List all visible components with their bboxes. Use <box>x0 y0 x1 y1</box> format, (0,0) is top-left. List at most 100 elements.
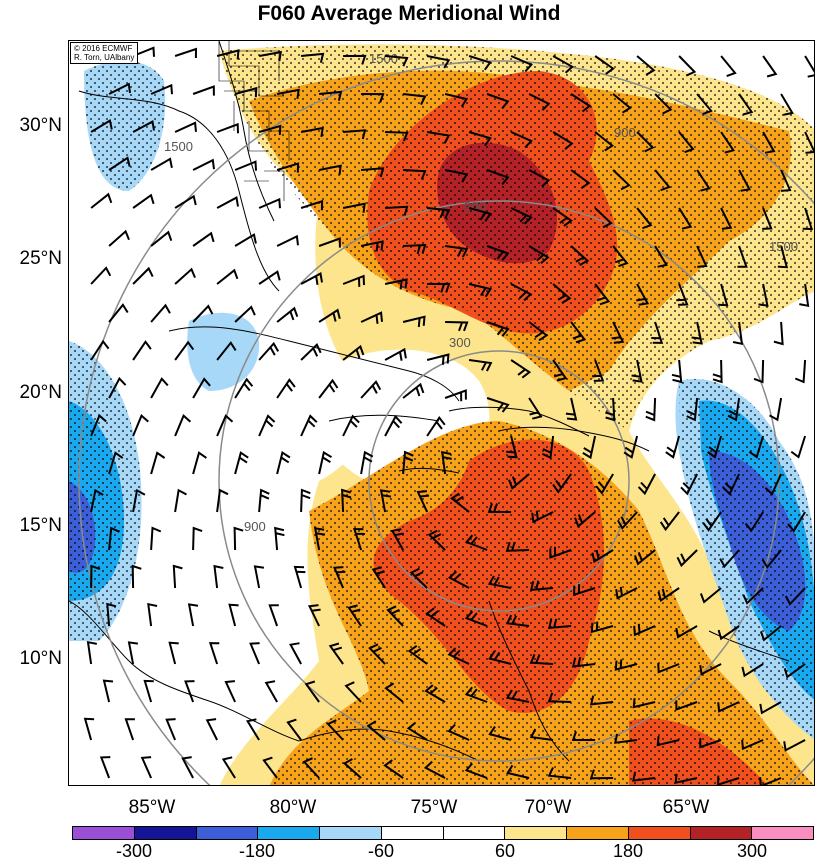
wind-barb <box>132 488 146 513</box>
wind-barb <box>234 305 256 323</box>
wind-barb <box>612 245 629 268</box>
colorbar-tick: 300 <box>736 841 768 861</box>
range-ring-labels: 300 900 900 900 1500 1500 1500 <box>164 51 798 534</box>
wind-barb <box>531 510 554 524</box>
wind-barb <box>108 303 129 323</box>
wind-barb <box>90 192 113 209</box>
wind-barb <box>547 618 572 630</box>
wind-barb <box>90 119 113 133</box>
wind-barb <box>510 283 533 302</box>
wind-barb <box>717 701 740 713</box>
wind-barb <box>360 311 383 324</box>
wind-barb <box>150 303 171 323</box>
wind-barb <box>360 450 374 475</box>
wind-barb <box>657 587 680 603</box>
wind-barb <box>654 169 671 192</box>
wind-barb <box>383 759 404 779</box>
wind-barb <box>441 450 452 475</box>
wind-barb <box>318 237 341 248</box>
wind-barb <box>192 231 215 247</box>
wind-barb <box>124 718 135 741</box>
wind-barb <box>427 529 446 551</box>
wind-barb <box>529 728 554 741</box>
wind-barb <box>342 344 365 361</box>
wind-barb <box>510 207 533 225</box>
wind-barb <box>132 193 155 209</box>
wind-barb <box>444 93 469 108</box>
wind-barb <box>132 266 154 285</box>
wind-barb <box>632 771 656 782</box>
wind-barb <box>615 586 638 600</box>
wind-barb <box>246 718 260 741</box>
wind-barb <box>253 565 265 589</box>
wind-barb <box>617 511 638 530</box>
wind-barb <box>790 435 807 459</box>
stipple-west <box>69 341 142 641</box>
wind-barb <box>637 473 656 496</box>
wind-barb <box>720 207 733 230</box>
wind-barb <box>216 122 239 134</box>
wind-barb <box>696 245 708 268</box>
wind-barb <box>611 321 625 344</box>
wind-barb <box>762 55 778 78</box>
colorbar-swatch <box>258 827 320 839</box>
wind-barb <box>402 382 425 399</box>
colorbar-swatch <box>505 827 567 839</box>
wind-barb <box>777 245 789 269</box>
wind-barb <box>174 267 196 285</box>
wind-barb <box>150 230 173 247</box>
wind-barb <box>205 718 218 741</box>
wind-barb <box>424 684 446 703</box>
wind-barb <box>780 169 792 192</box>
wind-barb <box>384 414 403 437</box>
lon-label: 70°W <box>524 797 572 818</box>
ring-label-900: 900 <box>244 519 266 534</box>
ring-label-300: 300 <box>449 335 471 350</box>
wind-barb <box>699 738 722 749</box>
ring-label-1500: 1500 <box>369 51 398 66</box>
wind-barb <box>319 90 343 101</box>
wind-barb <box>174 488 187 513</box>
wind-barb <box>654 93 673 115</box>
wind-barb <box>293 565 306 589</box>
wind-barb <box>384 347 407 361</box>
wind-barb <box>342 202 366 213</box>
wind-barb <box>304 680 320 703</box>
wind-barb <box>528 169 551 188</box>
chart-title: F060 Average Meridional Wind <box>257 2 561 25</box>
county-boundaries <box>218 41 290 201</box>
wind-barb <box>385 131 409 142</box>
wind-barb <box>174 47 198 59</box>
wind-barb <box>423 760 446 779</box>
wind-barb <box>510 55 533 73</box>
wind-barb <box>132 414 149 437</box>
wind-barb <box>528 321 549 342</box>
wind-barb <box>444 389 467 402</box>
wind-barb <box>208 642 220 665</box>
wind-barb <box>371 566 386 589</box>
wind-barb <box>605 397 616 422</box>
colorbar-swatch <box>73 827 135 839</box>
wind-barb <box>328 642 344 665</box>
wind-barb <box>699 663 722 676</box>
wind-barb <box>276 378 296 399</box>
wind-barb <box>264 680 278 703</box>
wind-barb <box>738 169 752 192</box>
wind-barb <box>426 131 451 144</box>
wind-barb <box>234 451 249 475</box>
wind-barb <box>686 397 699 422</box>
wind-barb <box>676 283 689 306</box>
wind-barb <box>174 414 192 437</box>
wind-barb <box>636 55 656 76</box>
wind-barb <box>347 604 362 627</box>
wind-barb <box>368 643 386 665</box>
wind-barb <box>510 359 532 379</box>
wind-barb <box>552 55 575 74</box>
wind-barb <box>192 451 207 475</box>
wind-barb <box>174 340 195 361</box>
wind-barb <box>192 304 214 323</box>
wind-barb <box>108 156 131 171</box>
wind-barb <box>631 359 643 383</box>
wind-barb <box>633 623 656 637</box>
wind-barb <box>192 158 215 171</box>
